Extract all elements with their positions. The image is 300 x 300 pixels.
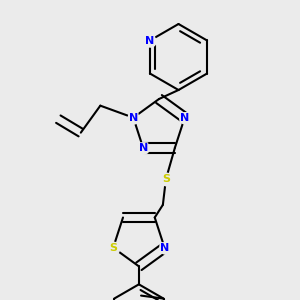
Text: S: S (109, 243, 117, 253)
Text: N: N (145, 35, 154, 46)
Text: S: S (162, 174, 170, 184)
Text: N: N (160, 243, 169, 253)
Text: N: N (180, 113, 189, 123)
Text: N: N (129, 113, 138, 123)
Text: N: N (139, 143, 148, 153)
